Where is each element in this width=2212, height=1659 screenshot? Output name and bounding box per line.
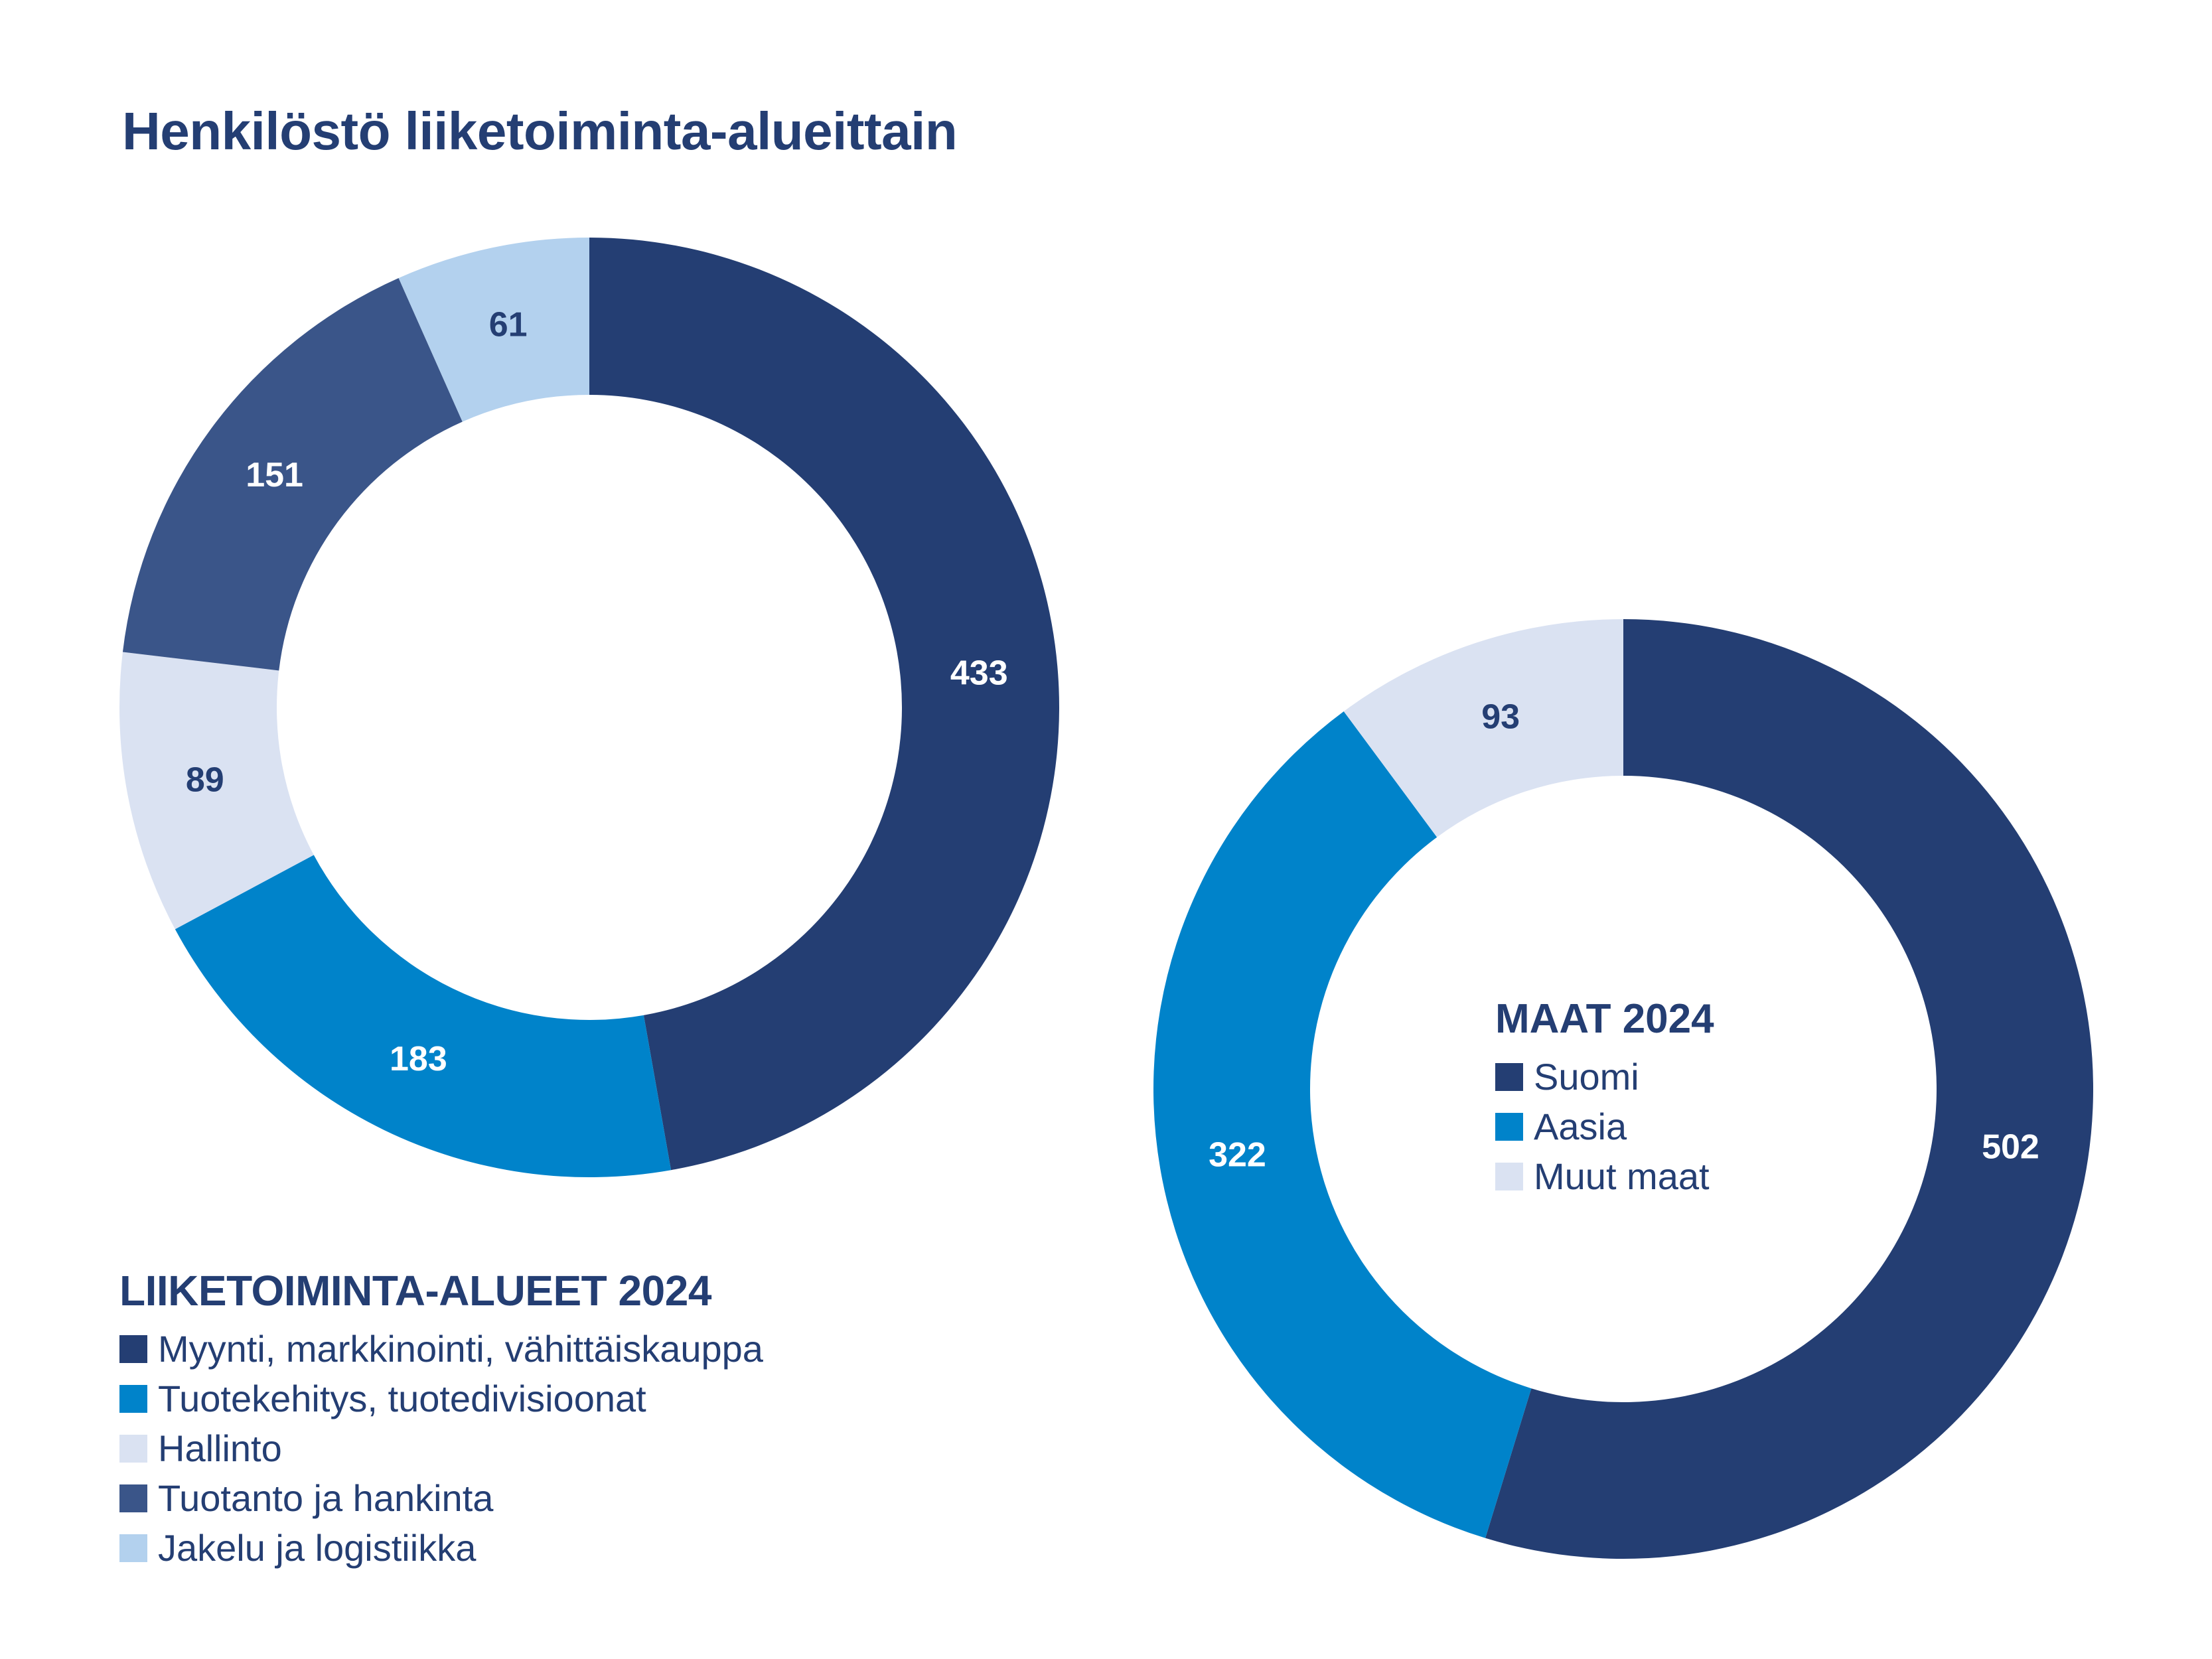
donut-chart-business-areas: 433 183 89 151 61 xyxy=(119,238,1059,1177)
segment-value-label: 61 xyxy=(489,305,528,344)
segment-value-label: 93 xyxy=(1481,698,1520,737)
legend-item: Jakelu ja logistiikka xyxy=(119,1523,763,1573)
legend-label: Hallinto xyxy=(158,1427,282,1469)
legend-item: Hallinto xyxy=(119,1423,763,1473)
legend-heading: MAAT 2024 xyxy=(1495,996,1714,1042)
segment-value-label: 89 xyxy=(186,760,224,799)
legend-label: Suomi xyxy=(1534,1055,1639,1098)
legend-swatch-icon xyxy=(1495,1162,1523,1190)
segment-value-label: 322 xyxy=(1209,1136,1266,1175)
legend-swatch-icon xyxy=(119,1434,147,1463)
page-title: Henkilöstö liiketoiminta-alueittain xyxy=(122,102,958,161)
legend-item: Tuotanto ja hankinta xyxy=(119,1473,763,1523)
donut-segment xyxy=(1343,619,1623,837)
donut-segment xyxy=(122,277,463,671)
legend-countries: MAAT 2024 Suomi Aasia Muut maat xyxy=(1495,999,1714,1201)
segment-value-label: 433 xyxy=(950,654,1008,693)
legend-item: Tuotekehitys, tuotedivisioonat xyxy=(119,1374,763,1423)
legend-item: Suomi xyxy=(1495,1052,1714,1102)
legend-swatch-icon xyxy=(1495,1062,1523,1091)
legend-swatch-icon xyxy=(119,1384,147,1413)
legend-item: Aasia xyxy=(1495,1102,1714,1151)
donut-segment xyxy=(1153,711,1532,1538)
legend-business-areas: LIIKETOIMINTA-ALUEET 2024 Myynti, markki… xyxy=(119,1269,763,1573)
donut-segment xyxy=(398,238,589,422)
legend-swatch-icon xyxy=(119,1484,147,1512)
legend-swatch-icon xyxy=(1495,1112,1523,1141)
segment-value-label: 183 xyxy=(390,1040,447,1078)
legend-label: Tuotanto ja hankinta xyxy=(158,1477,494,1519)
legend-label: Tuotekehitys, tuotedivisioonat xyxy=(158,1377,646,1419)
legend-label: Aasia xyxy=(1534,1105,1627,1147)
donut-segment xyxy=(1485,619,2093,1559)
legend-label: Muut maat xyxy=(1534,1155,1710,1197)
legend-label: Myynti, markkinointi, vähittäiskauppa xyxy=(158,1327,763,1370)
legend-item: Muut maat xyxy=(1495,1151,1714,1201)
legend-heading: LIIKETOIMINTA-ALUEET 2024 xyxy=(119,1267,711,1315)
donut-segment xyxy=(589,238,1059,1171)
donut-chart-countries: 502 322 93 xyxy=(1153,619,2093,1559)
segment-value-label: 151 xyxy=(246,456,303,494)
donut-segment xyxy=(119,652,314,930)
legend-label: Jakelu ja logistiikka xyxy=(158,1526,477,1569)
legend-swatch-icon xyxy=(119,1534,147,1562)
segment-value-label: 502 xyxy=(1982,1128,2039,1167)
legend-item: Myynti, markkinointi, vähittäiskauppa xyxy=(119,1324,763,1374)
legend-swatch-icon xyxy=(119,1334,147,1363)
donut-segment xyxy=(175,855,672,1177)
